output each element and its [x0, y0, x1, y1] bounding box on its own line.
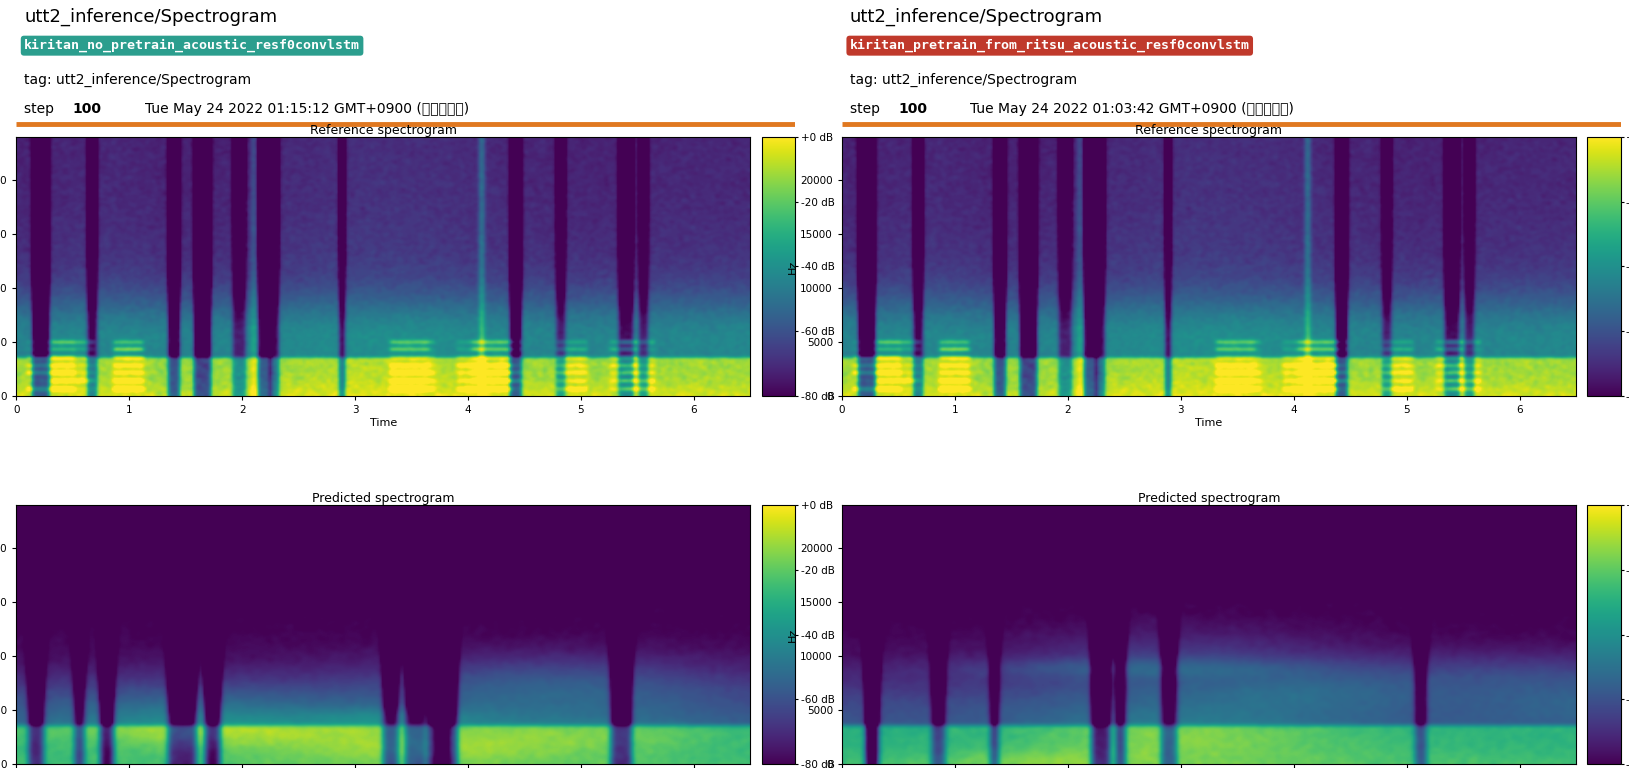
Title: Reference spectrogram: Reference spectrogram [1135, 124, 1282, 137]
Text: 100: 100 [898, 101, 927, 116]
Text: 100: 100 [72, 101, 101, 116]
Text: Tue May 24 2022 01:15:12 GMT+0900 (日本標準時): Tue May 24 2022 01:15:12 GMT+0900 (日本標準時… [145, 101, 469, 116]
X-axis label: Time: Time [1196, 418, 1223, 428]
Text: step: step [850, 101, 885, 116]
Title: Predicted spectrogram: Predicted spectrogram [1137, 492, 1280, 505]
Y-axis label: Hz: Hz [787, 260, 797, 273]
Text: utt2_inference/Spectrogram: utt2_inference/Spectrogram [24, 8, 277, 26]
X-axis label: Time: Time [370, 418, 397, 428]
Text: Tue May 24 2022 01:03:42 GMT+0900 (日本標準時): Tue May 24 2022 01:03:42 GMT+0900 (日本標準時… [971, 101, 1295, 116]
Y-axis label: Hz: Hz [787, 627, 797, 642]
Title: Predicted spectrogram: Predicted spectrogram [313, 492, 454, 505]
Title: Reference spectrogram: Reference spectrogram [310, 124, 456, 137]
Text: kiritan_no_pretrain_acoustic_resf0convlstm: kiritan_no_pretrain_acoustic_resf0convls… [24, 39, 360, 52]
Text: kiritan_pretrain_from_ritsu_acoustic_resf0convlstm: kiritan_pretrain_from_ritsu_acoustic_res… [850, 39, 1249, 52]
Text: step: step [24, 101, 59, 116]
Text: tag: utt2_inference/Spectrogram: tag: utt2_inference/Spectrogram [850, 73, 1077, 87]
Text: tag: utt2_inference/Spectrogram: tag: utt2_inference/Spectrogram [24, 73, 251, 87]
Text: utt2_inference/Spectrogram: utt2_inference/Spectrogram [850, 8, 1103, 26]
